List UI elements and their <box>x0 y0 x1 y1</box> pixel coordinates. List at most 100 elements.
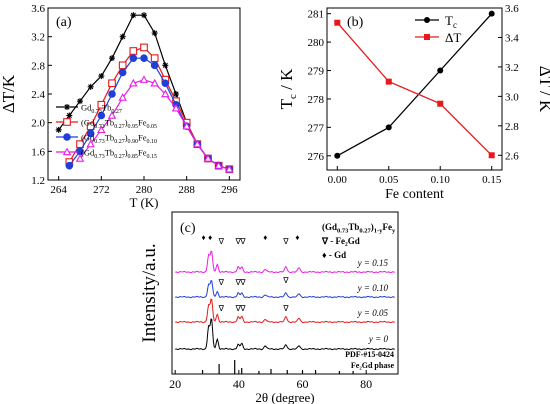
xrd-pattern: y = 0.10 <box>175 279 395 299</box>
data-point <box>129 54 138 62</box>
xrd-pattern: y = 0.15 <box>175 250 395 274</box>
data-point <box>334 19 341 26</box>
legend-marker <box>424 34 430 40</box>
data-point <box>162 62 169 69</box>
data-point <box>225 164 234 173</box>
data-point <box>334 152 341 159</box>
data-point <box>129 47 138 55</box>
y-tick-label-right: 3.6 <box>505 3 519 15</box>
peak-marker: ♦ <box>263 233 267 242</box>
data-point <box>139 75 149 83</box>
legend-entry: (Gd0.73Tb0.27)0.85Fe0.15 <box>81 148 157 161</box>
data-point <box>76 140 84 149</box>
x-axis-label: T (K) <box>129 195 158 210</box>
chart-title: (Gd0.73Tb0.27)1-yFey <box>322 222 396 235</box>
pattern-line <box>175 250 395 274</box>
legend-entry: ΔT <box>445 30 461 45</box>
panel-c: 20 40 60 80 2θ (degree) Intensity/a.u. (c) (Gd0… <box>139 211 399 404</box>
peak-marker: ∇ <box>282 304 289 313</box>
peak-marker: ♦ <box>295 233 299 242</box>
data-point <box>437 100 444 107</box>
panel-label: (b) <box>347 15 364 30</box>
legend-gd: ♦ - Gd <box>322 250 346 260</box>
data-point <box>203 154 213 162</box>
y-tick-label-left: 280 <box>308 37 325 49</box>
x-tick-label: 280 <box>136 184 153 196</box>
data-point <box>150 54 159 63</box>
x-tick-label: 0.15 <box>482 174 502 186</box>
legend-marker <box>62 147 72 156</box>
xrd-pattern: y = 0 <box>175 318 395 351</box>
pattern-line <box>175 279 395 299</box>
data-point <box>161 79 170 88</box>
data-point <box>182 121 191 130</box>
peak-marker: ∇ <box>282 237 289 246</box>
legend-fe2gd: ∇ - Fe₂Gd <box>321 236 360 246</box>
data-point <box>488 10 495 17</box>
data-point <box>385 78 392 85</box>
pattern-line <box>175 318 395 351</box>
y-axis-label: ΔT/K <box>0 74 18 113</box>
reference-label-1: PDF-#15-0424 <box>345 350 394 359</box>
data-point <box>130 12 137 19</box>
x-tick-label: 40 <box>233 377 245 391</box>
peak-marker: ∇ <box>239 278 246 287</box>
data-point <box>86 139 95 148</box>
xrd-pattern: y = 0.05 <box>175 298 395 324</box>
series-line <box>336 13 493 157</box>
y-tick-label: 3.6 <box>31 3 45 15</box>
legend-entry: (Gd0.73Tb0.27)0.90Fe0.10 <box>81 133 157 146</box>
data-point <box>129 78 138 87</box>
pattern-label: y = 0.05 <box>357 308 389 318</box>
y-tick-label: 1.6 <box>31 146 45 158</box>
data-point <box>108 79 116 88</box>
data-point <box>118 93 127 101</box>
x-tick-label: 296 <box>221 184 238 196</box>
data-point <box>150 61 159 70</box>
plot-frame <box>326 7 503 171</box>
data-point <box>150 78 159 87</box>
x-tick-label: 60 <box>297 377 309 391</box>
data-point <box>87 83 94 90</box>
legend-marker <box>63 118 71 126</box>
x-tick-label: 0.00 <box>328 174 348 186</box>
y-tick-label: 1.2 <box>31 175 45 187</box>
data-point <box>66 112 73 119</box>
y-tick-label-right: 3.2 <box>505 62 519 74</box>
data-point <box>151 30 158 37</box>
data-point <box>86 129 95 138</box>
peak-marker: ∇ <box>239 237 246 246</box>
panel-b: 0.00 0.05 0.10 0.15 276 277 278 279 280 281 2.6 2.8… <box>277 3 550 202</box>
series <box>334 19 495 159</box>
pattern-label: y = 0.15 <box>357 258 389 268</box>
data-point <box>86 122 95 131</box>
data-point <box>77 98 83 105</box>
y-tick-label-right: 3.0 <box>505 91 519 103</box>
peak-marker: ∇ <box>218 237 225 246</box>
series <box>75 75 234 173</box>
data-point <box>107 111 117 119</box>
plot-frame <box>171 211 399 375</box>
data-point <box>98 73 105 80</box>
legend-marker <box>63 133 71 141</box>
data-point <box>118 61 127 70</box>
x-tick-label: 0.10 <box>431 174 451 186</box>
x-tick-label: 20 <box>169 377 181 391</box>
data-point <box>385 124 392 131</box>
y-tick-label-left: 277 <box>308 122 325 134</box>
peak-marker: ♦ <box>201 233 205 242</box>
data-point <box>161 89 170 98</box>
y-tick-label: 2.8 <box>31 60 45 72</box>
y-tick-label-right: 2.8 <box>505 121 519 133</box>
x-axis-label: Fe content <box>385 187 444 202</box>
data-point <box>108 90 116 98</box>
y-tick-label-left: 281 <box>308 9 325 21</box>
legend-marker <box>64 104 70 110</box>
x-axis-label: 2θ (degree) <box>255 390 314 404</box>
y-tick-label-left: 276 <box>308 151 325 163</box>
data-point <box>141 12 147 19</box>
data-point <box>119 33 126 40</box>
data-point <box>97 100 106 109</box>
data-point <box>97 111 106 120</box>
y-axis-label-right: ΔT / K <box>536 66 550 113</box>
